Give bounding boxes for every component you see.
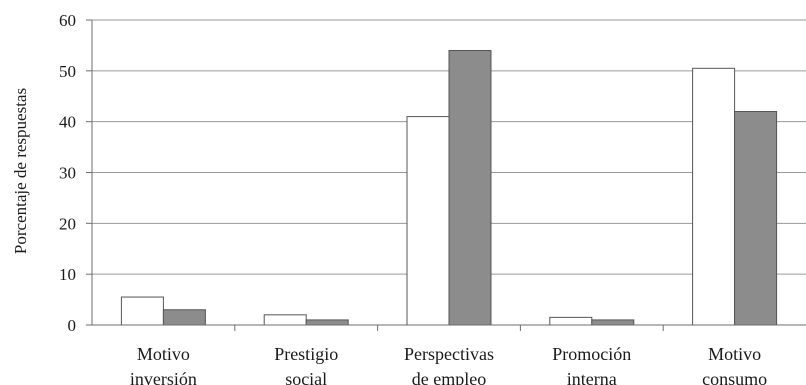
category-label: Prestigio bbox=[274, 344, 338, 364]
bar-series-1 bbox=[263, 314, 307, 326]
category-label: inversión bbox=[130, 369, 197, 385]
category-label: interna bbox=[567, 369, 617, 385]
bar-series-2 bbox=[448, 50, 492, 326]
category-label: de empleo bbox=[412, 369, 486, 385]
axes bbox=[86, 19, 806, 331]
bars bbox=[120, 50, 778, 326]
category-label: Motivo bbox=[137, 344, 190, 364]
bar-series-1 bbox=[120, 296, 164, 326]
y-tick-label: 30 bbox=[59, 164, 76, 183]
bar-series-1 bbox=[692, 67, 736, 326]
y-tick-label: 60 bbox=[59, 11, 76, 30]
y-tick-label: 20 bbox=[59, 214, 76, 233]
category-label: Promoción bbox=[552, 344, 631, 364]
y-axis-label: Porcentaje de respuestas bbox=[11, 88, 30, 254]
bar-series-1 bbox=[549, 316, 593, 326]
y-tick-label: 10 bbox=[59, 265, 76, 284]
bar-series-2 bbox=[162, 309, 206, 326]
y-tick-labels: 0 10 20 30 40 50 60 bbox=[59, 11, 76, 335]
category-label: Motivo bbox=[708, 344, 761, 364]
bar-series-2 bbox=[734, 111, 778, 326]
category-label: Perspectivas bbox=[404, 344, 494, 364]
category-label: consumo bbox=[702, 369, 767, 385]
category-labels: Motivo inversión Prestigio social Perspectiv… bbox=[130, 344, 767, 385]
bar-series-2 bbox=[591, 319, 635, 326]
bar-series-2 bbox=[305, 319, 349, 326]
y-tick-label: 0 bbox=[68, 316, 77, 335]
y-tick-label: 40 bbox=[59, 113, 76, 132]
y-tick-label: 50 bbox=[59, 62, 76, 81]
bar-series-1 bbox=[406, 116, 450, 326]
category-label: social bbox=[285, 369, 327, 385]
